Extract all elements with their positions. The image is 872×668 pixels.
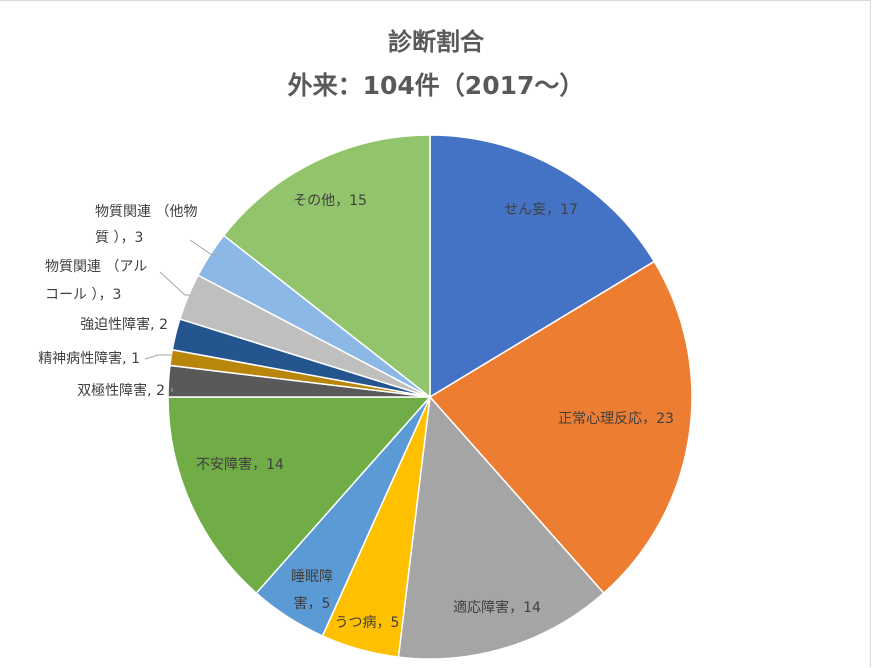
- leader-line-11: [189, 239, 218, 256]
- chart-title: 診断割合: [388, 28, 484, 56]
- chart-subtitle: 外来：104件（2017～）: [287, 71, 585, 100]
- data-label-7: 双極性障害, 2: [77, 383, 165, 399]
- data-label-9: 強迫性障害, 2: [80, 317, 168, 333]
- data-label-5: 睡眠障害，5: [291, 569, 333, 612]
- data-label-8: 精神病性障害, 1: [38, 351, 140, 367]
- data-label-6: 不安障害，14: [196, 457, 284, 473]
- pie-slice-12: [222, 134, 431, 399]
- data-label-4: うつ病，5: [335, 615, 400, 631]
- data-label-1: せん妄，17: [504, 202, 578, 218]
- data-label-10: 物質関連 （アルコール ），3: [45, 259, 147, 303]
- pie-slice-1: [429, 134, 656, 399]
- pie-slice-3: [397, 395, 605, 660]
- leader-line-8: [144, 354, 172, 360]
- pie-slice-6: [167, 396, 432, 595]
- pie-slice-2: [428, 260, 693, 595]
- data-label-12: その他，15: [293, 193, 367, 209]
- data-label-11: 物質関連 （他物質 ），3: [95, 204, 197, 246]
- data-label-2: 正常心理反応，23: [558, 411, 674, 427]
- leader-line-10: [159, 271, 190, 296]
- data-label-3: 適応障害，14: [453, 599, 541, 616]
